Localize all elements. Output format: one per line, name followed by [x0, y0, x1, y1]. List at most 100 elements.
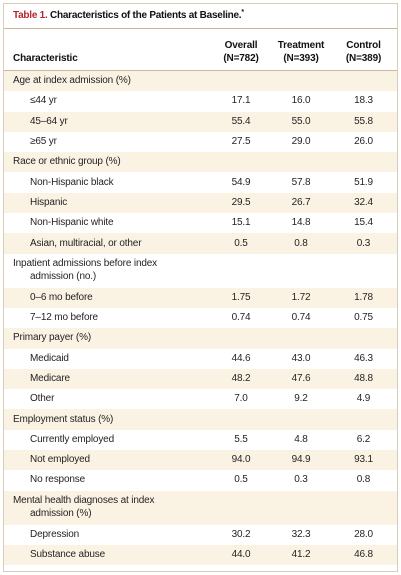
overall-value: 29.5 [231, 196, 251, 208]
row-label: 7–12 mo before [30, 312, 98, 324]
overall-value: 15.1 [231, 217, 251, 229]
control-value: 26.0 [354, 136, 373, 148]
table-row: Currently employed 5.5 4.8 6.2 [4, 430, 397, 450]
category-label: Employment status (%) [13, 413, 114, 425]
treatment-value: 4.8 [294, 433, 308, 445]
category-label: Inpatient admissions before index admiss… [13, 258, 158, 282]
overall-value: 30.2 [231, 528, 251, 540]
treatment-value: 43.0 [291, 352, 311, 364]
control-value: 0.8 [356, 474, 371, 486]
empty-cell [210, 328, 272, 348]
control-value: 18.3 [354, 95, 373, 107]
empty-cell [330, 328, 397, 348]
category-label: Mental health diagnoses at index admissi… [13, 495, 155, 519]
table-row: Medicaid 44.6 43.0 46.3 [4, 349, 397, 369]
treatment-value: 14.8 [291, 217, 311, 229]
row-label: 45–64 yr [30, 115, 68, 127]
treatment-value: 26.7 [291, 196, 311, 208]
overall-value: 5.5 [234, 433, 248, 445]
overall-value: 54.9 [231, 176, 251, 188]
empty-cell [330, 491, 397, 525]
row-label: Non-Hispanic white [30, 217, 114, 229]
table-row: 45–64 yr 55.4 55.0 55.8 [4, 111, 397, 132]
table-row: 7–12 mo before 0.74 0.74 0.75 [4, 308, 397, 328]
treatment-value: 1.72 [291, 291, 311, 303]
treatment-value: 0.74 [291, 312, 311, 324]
control-value: 28.0 [354, 528, 373, 540]
control-value: 0.3 [356, 237, 371, 249]
treatment-value: 57.8 [291, 176, 311, 188]
row-label: Not employed [30, 454, 90, 466]
row-label: Hispanic [30, 196, 68, 208]
empty-cell [272, 328, 330, 348]
treatment-value: 41.2 [291, 549, 311, 561]
row-label: Medicare [30, 373, 70, 384]
treatment-value: 94.9 [291, 454, 311, 466]
treatment-value: 0.3 [294, 474, 308, 486]
overall-value: 7.0 [234, 393, 248, 405]
treatment-value: 16.0 [291, 95, 311, 107]
category-row: Mental health diagnoses at index admissi… [4, 490, 397, 525]
empty-cell [330, 409, 397, 429]
category-label: Age at index admission (%) [13, 75, 131, 87]
category-row: Race or ethnic group (%) [4, 152, 397, 173]
control-value: 46.3 [354, 352, 373, 364]
empty-cell [272, 152, 330, 172]
overall-header-label: Overall [224, 40, 258, 51]
overall-value: 1.75 [231, 291, 251, 303]
category-row: Primary payer (%) [4, 328, 397, 349]
row-label: Medicaid [30, 352, 69, 364]
header-overall: Overall (N=782) [210, 29, 272, 71]
control-value: 1.78 [354, 291, 373, 303]
table-row: No response 0.5 0.3 0.8 [4, 470, 397, 490]
control-value: 6.2 [356, 433, 371, 445]
table-caption: Characteristics of the Patients at Basel… [50, 10, 242, 21]
category-row: Inpatient admissions before index admiss… [4, 254, 397, 288]
table-row: Substance abuse 44.0 41.2 46.8 [4, 544, 397, 566]
empty-cell [272, 491, 330, 525]
overall-value: 17.1 [231, 95, 251, 107]
empty-cell [272, 409, 330, 429]
row-label: Depression [30, 528, 80, 540]
baseline-characteristics-table: Characteristic Overall (N=782) Treatment… [4, 29, 397, 566]
row-label: Substance abuse [30, 549, 106, 561]
empty-cell [210, 254, 272, 288]
control-value: 0.75 [354, 312, 373, 324]
treatment-value: 55.0 [291, 115, 311, 127]
category-label: Race or ethnic group (%) [13, 156, 121, 168]
table-row: Non-Hispanic white 15.1 14.8 15.4 [4, 213, 397, 233]
row-label: ≤44 yr [30, 95, 57, 107]
empty-cell [330, 152, 397, 172]
table-row: ≤44 yr 17.1 16.0 18.3 [4, 91, 397, 111]
category-row: Age at index admission (%) [4, 70, 397, 92]
row-label: ≥65 yr [30, 136, 57, 148]
treatment-header-label: Treatment [277, 40, 325, 51]
table-row: Depression 30.2 32.3 28.0 [4, 525, 397, 545]
header-treatment: Treatment (N=393) [272, 29, 330, 71]
table-row: 0–6 mo before 1.75 1.72 1.78 [4, 287, 397, 308]
control-value: 46.8 [354, 549, 373, 561]
empty-cell [210, 491, 272, 525]
empty-cell [272, 71, 330, 92]
category-label: Primary payer (%) [13, 332, 92, 344]
overall-value: 44.6 [231, 352, 251, 364]
table-row: Asian, multiracial, or other 0.5 0.8 0.3 [4, 233, 397, 254]
overall-value: 55.4 [231, 115, 251, 127]
table-row: Not employed 94.0 94.9 93.1 [4, 450, 397, 471]
empty-cell [210, 152, 272, 172]
empty-cell [210, 409, 272, 429]
footnote-marker: * [241, 9, 244, 16]
control-header-label: Control [346, 40, 381, 51]
overall-value: 0.5 [234, 237, 248, 249]
category-row: Employment status (%) [4, 409, 397, 430]
control-value: 32.4 [354, 196, 373, 208]
empty-cell [272, 254, 330, 288]
row-label: No response [30, 474, 86, 486]
control-value: 55.8 [354, 115, 373, 127]
treatment-value: 9.2 [294, 393, 308, 405]
header-characteristic: Characteristic [4, 29, 210, 71]
table-row: ≥65 yr 27.5 29.0 26.0 [4, 132, 397, 152]
table-row: Other 7.0 9.2 4.9 [4, 389, 397, 409]
row-label: Other [30, 393, 55, 405]
control-value: 48.8 [354, 373, 373, 384]
